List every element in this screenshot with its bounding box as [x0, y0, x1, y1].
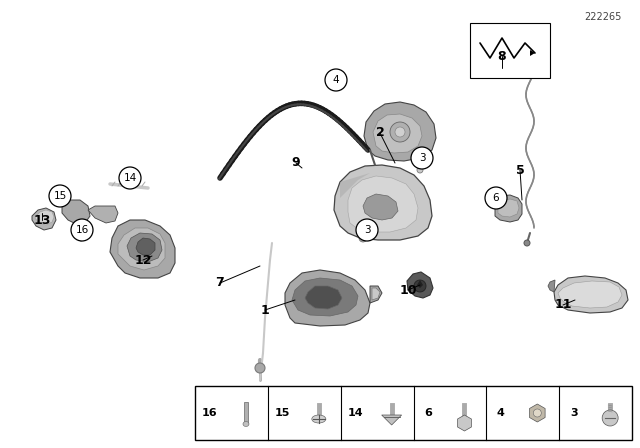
- Text: 1: 1: [260, 303, 269, 316]
- Polygon shape: [35, 210, 54, 225]
- Text: 6: 6: [424, 408, 432, 418]
- Polygon shape: [554, 276, 628, 313]
- Ellipse shape: [312, 415, 326, 423]
- Polygon shape: [334, 165, 432, 240]
- Text: 3: 3: [570, 408, 577, 418]
- Circle shape: [414, 280, 426, 292]
- Polygon shape: [62, 200, 90, 224]
- Polygon shape: [417, 280, 423, 288]
- Circle shape: [390, 122, 410, 142]
- Text: 14: 14: [124, 173, 136, 183]
- Polygon shape: [407, 272, 433, 298]
- Polygon shape: [244, 402, 248, 424]
- Circle shape: [533, 409, 541, 417]
- Polygon shape: [530, 50, 535, 56]
- Circle shape: [602, 410, 618, 426]
- Text: 222265: 222265: [584, 12, 622, 22]
- Polygon shape: [305, 286, 342, 309]
- Circle shape: [524, 240, 530, 246]
- Circle shape: [71, 219, 93, 241]
- Polygon shape: [370, 286, 382, 303]
- Circle shape: [411, 147, 433, 169]
- Circle shape: [255, 363, 265, 373]
- Polygon shape: [285, 270, 370, 326]
- Text: 9: 9: [292, 156, 300, 169]
- Polygon shape: [548, 280, 555, 292]
- Polygon shape: [348, 176, 418, 232]
- Polygon shape: [110, 220, 175, 278]
- Circle shape: [356, 219, 378, 241]
- Polygon shape: [340, 173, 370, 198]
- Text: 3: 3: [364, 225, 371, 235]
- Text: 4: 4: [333, 75, 339, 85]
- Polygon shape: [381, 415, 402, 425]
- Text: 11: 11: [554, 298, 572, 311]
- Circle shape: [49, 185, 71, 207]
- Polygon shape: [32, 208, 56, 230]
- Text: 8: 8: [498, 49, 506, 63]
- Text: 5: 5: [516, 164, 524, 177]
- Polygon shape: [373, 114, 422, 153]
- Circle shape: [119, 167, 141, 189]
- Ellipse shape: [243, 422, 249, 426]
- Circle shape: [395, 127, 405, 137]
- Circle shape: [359, 233, 365, 239]
- Text: 4: 4: [497, 408, 505, 418]
- Polygon shape: [372, 288, 380, 300]
- Text: 14: 14: [348, 408, 363, 418]
- Text: 7: 7: [216, 276, 225, 289]
- Polygon shape: [77, 230, 85, 238]
- Text: 16: 16: [202, 408, 218, 418]
- Polygon shape: [363, 194, 398, 220]
- Text: 15: 15: [275, 408, 290, 418]
- Text: 13: 13: [33, 214, 51, 227]
- Text: 3: 3: [419, 153, 426, 163]
- Polygon shape: [529, 404, 545, 422]
- Polygon shape: [292, 278, 358, 316]
- Polygon shape: [127, 233, 162, 262]
- Circle shape: [78, 235, 84, 241]
- Polygon shape: [498, 199, 519, 217]
- Circle shape: [359, 234, 367, 242]
- Text: 12: 12: [134, 254, 152, 267]
- Polygon shape: [364, 102, 436, 161]
- Polygon shape: [495, 195, 522, 222]
- Text: 15: 15: [53, 191, 67, 201]
- Polygon shape: [88, 206, 118, 223]
- Polygon shape: [558, 281, 622, 308]
- Circle shape: [417, 167, 423, 173]
- Polygon shape: [470, 23, 550, 78]
- Polygon shape: [118, 228, 165, 270]
- Text: 10: 10: [399, 284, 417, 297]
- Text: 2: 2: [376, 126, 385, 139]
- Text: 16: 16: [76, 225, 88, 235]
- Text: 6: 6: [493, 193, 499, 203]
- Polygon shape: [136, 238, 155, 255]
- Circle shape: [325, 69, 347, 91]
- Polygon shape: [458, 415, 472, 431]
- Circle shape: [485, 187, 507, 209]
